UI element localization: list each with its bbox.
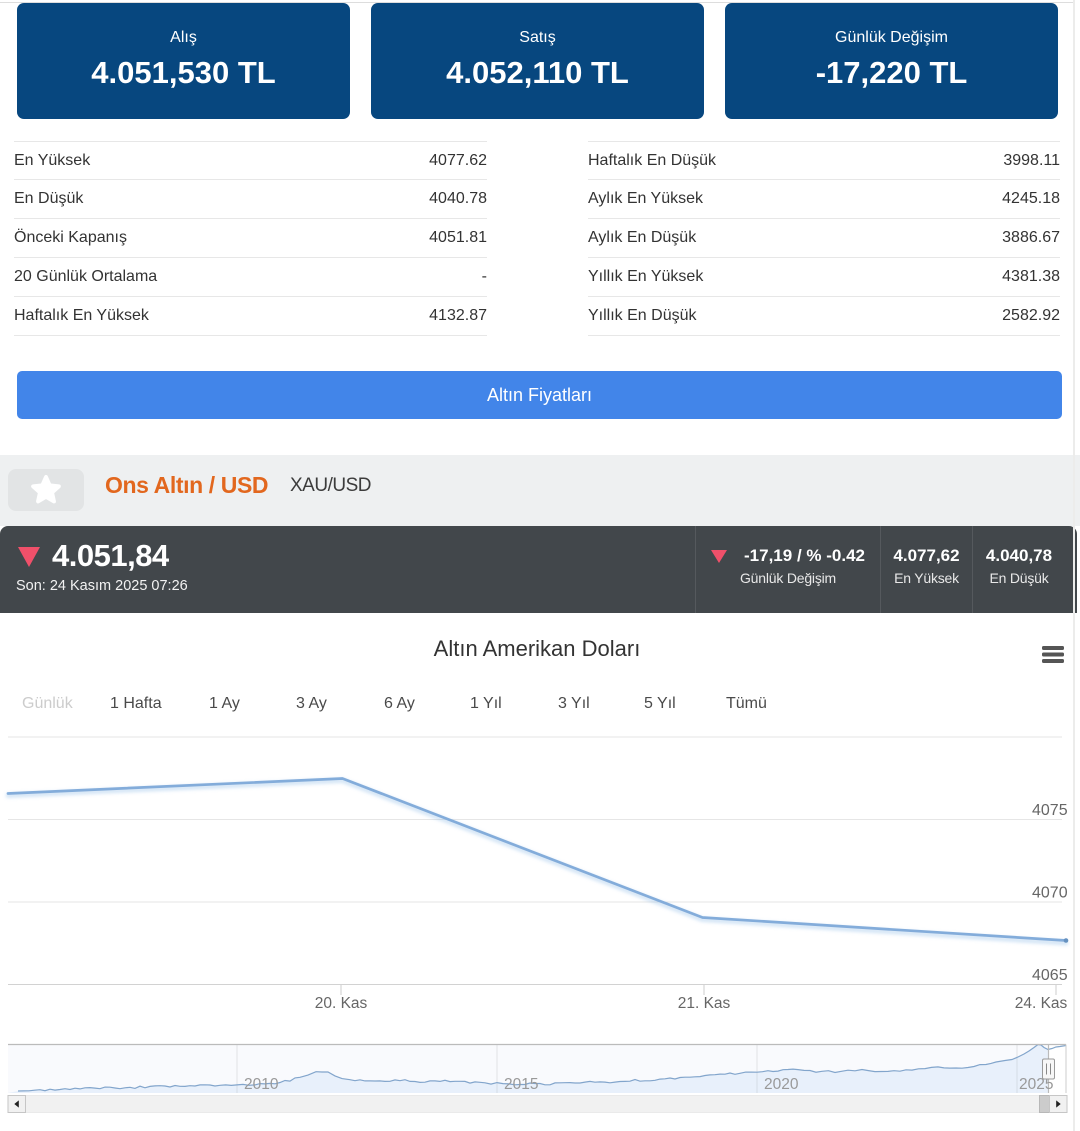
- svg-text:3 Yıl: 3 Yıl: [558, 695, 590, 712]
- svg-text:4065: 4065: [1032, 967, 1068, 984]
- svg-text:21. Kas: 21. Kas: [678, 995, 731, 1012]
- svg-text:20. Kas: 20. Kas: [315, 995, 368, 1012]
- svg-text:1 Ay: 1 Ay: [209, 695, 240, 712]
- svg-text:Altın Amerikan Doları: Altın Amerikan Doları: [434, 636, 641, 661]
- svg-text:2010: 2010: [244, 1076, 279, 1093]
- svg-text:1 Yıl: 1 Yıl: [470, 695, 502, 712]
- svg-text:5 Yıl: 5 Yıl: [644, 695, 676, 712]
- svg-text:4075: 4075: [1032, 802, 1068, 819]
- svg-text:24. Kas: 24. Kas: [1015, 995, 1068, 1012]
- svg-text:1 Hafta: 1 Hafta: [110, 695, 162, 712]
- svg-text:4070: 4070: [1032, 885, 1068, 902]
- svg-text:2025: 2025: [1019, 1076, 1053, 1093]
- svg-text:6 Ay: 6 Ay: [384, 695, 415, 712]
- svg-text:2020: 2020: [764, 1076, 799, 1093]
- svg-text:Günlük: Günlük: [22, 695, 74, 712]
- svg-text:2015: 2015: [504, 1076, 538, 1093]
- svg-text:Tümü: Tümü: [726, 695, 767, 712]
- svg-text:3 Ay: 3 Ay: [296, 695, 327, 712]
